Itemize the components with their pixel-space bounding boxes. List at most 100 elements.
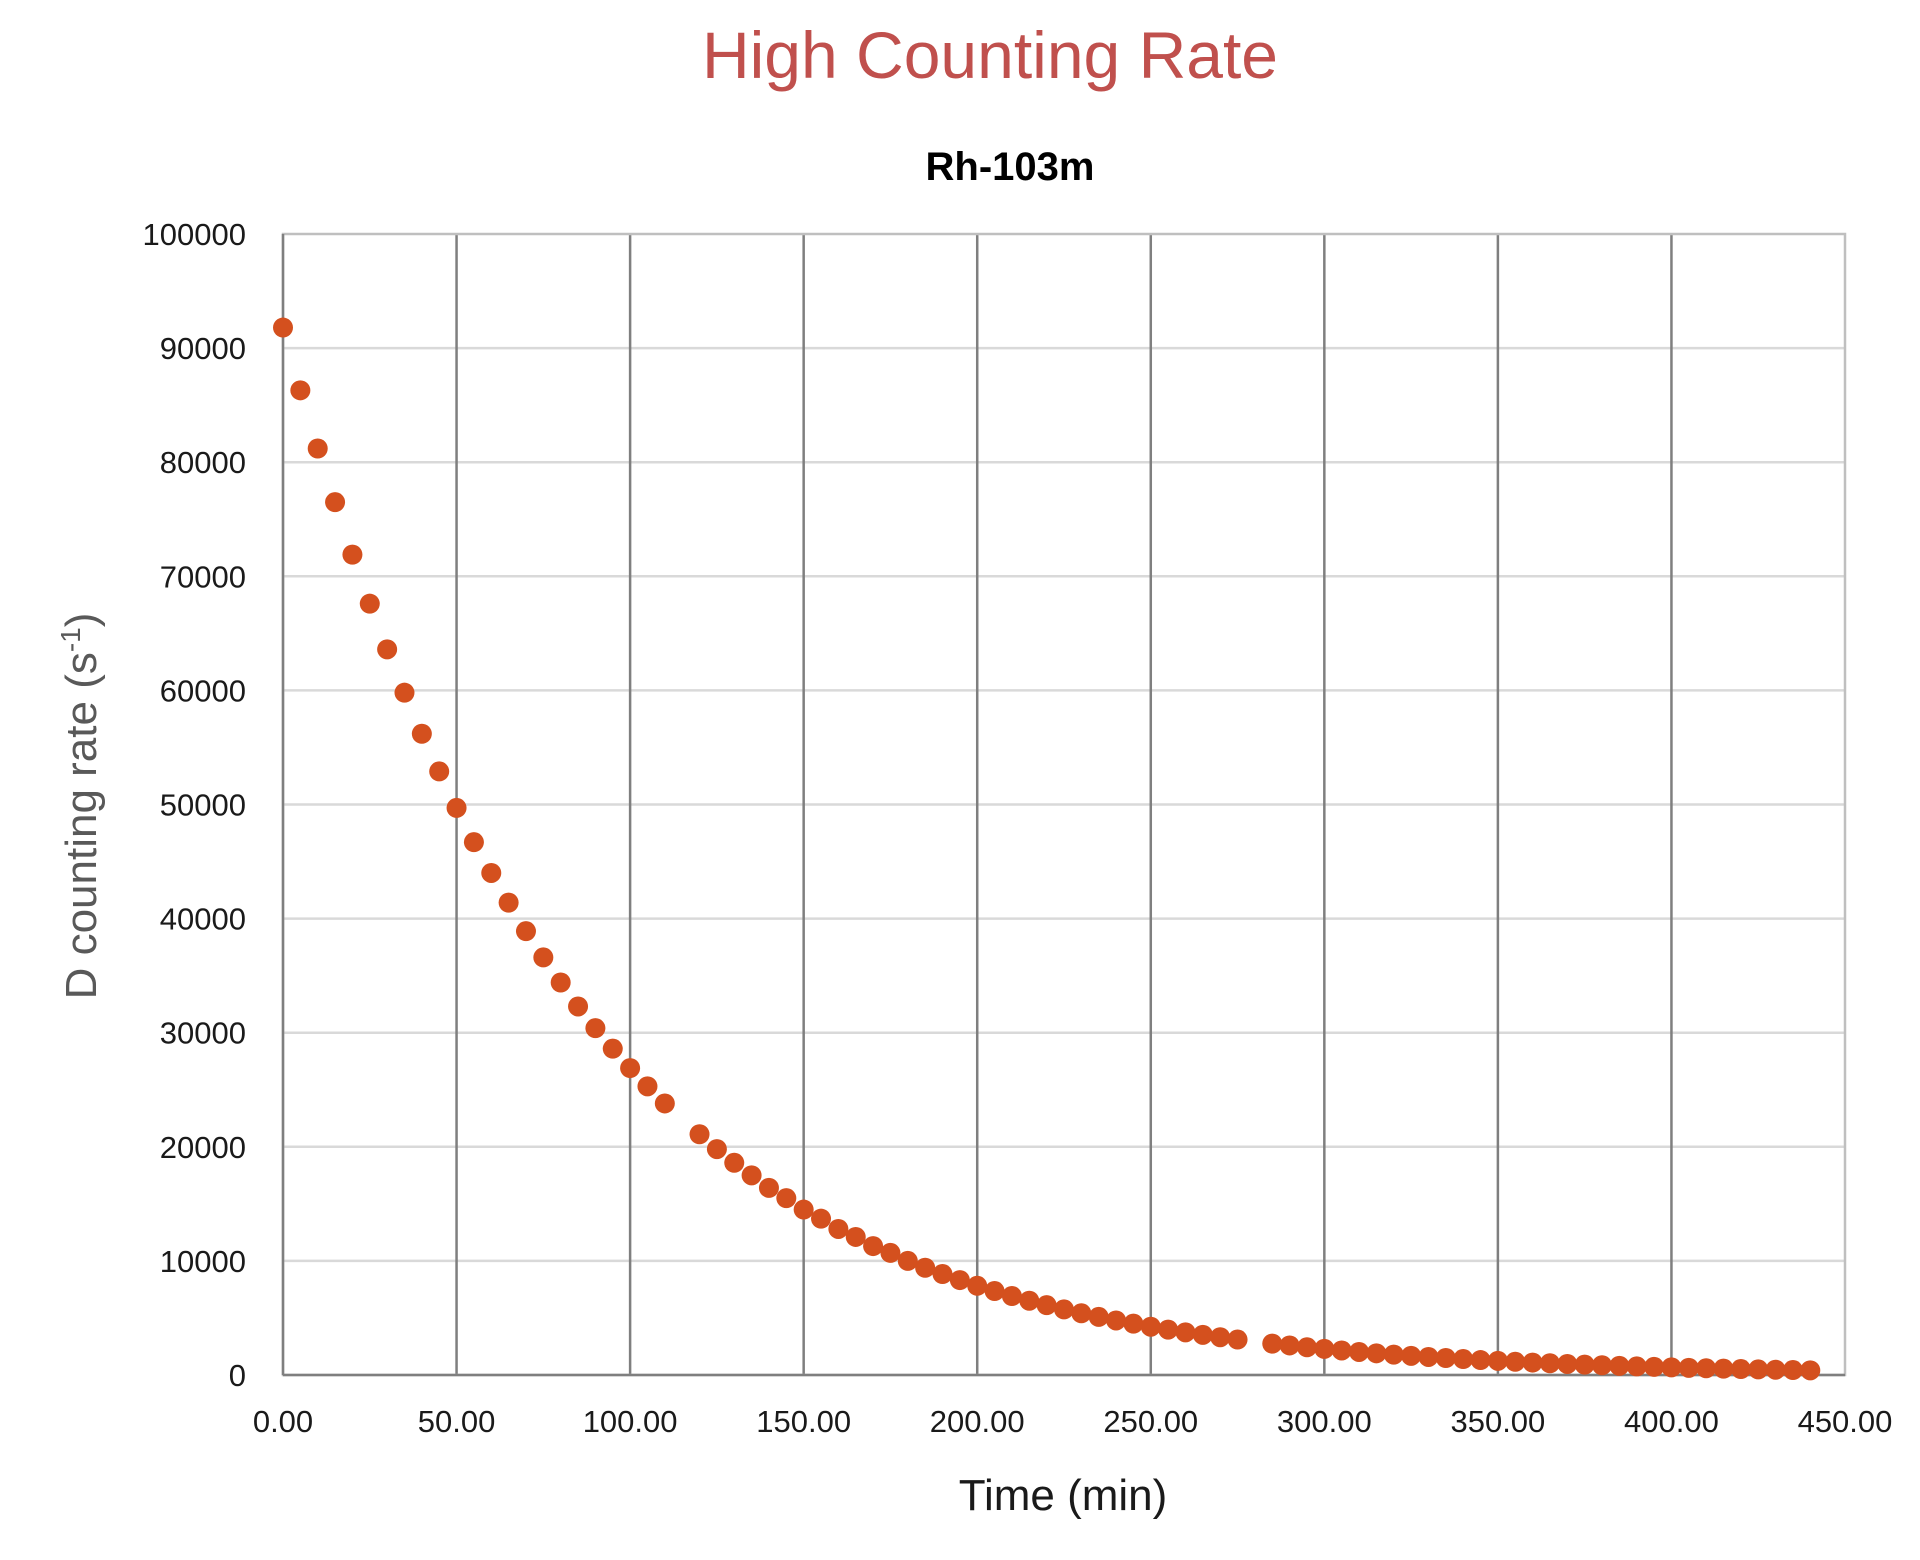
data-point — [1678, 1357, 1699, 1378]
data-point — [1574, 1354, 1595, 1375]
data-point — [1383, 1344, 1404, 1365]
data-point — [1782, 1360, 1803, 1381]
data-point — [568, 996, 589, 1017]
data-point — [533, 947, 554, 968]
data-point — [1644, 1356, 1665, 1377]
data-point — [1366, 1343, 1387, 1364]
data-point — [1800, 1360, 1821, 1381]
data-point — [1435, 1347, 1456, 1368]
chart-title: High Counting Rate — [702, 18, 1278, 92]
data-point — [897, 1250, 918, 1271]
y-tick-label: 0 — [229, 1358, 246, 1393]
data-point — [1349, 1341, 1370, 1362]
data-point — [1227, 1329, 1248, 1350]
data-point — [724, 1152, 745, 1173]
data-point — [1123, 1313, 1144, 1334]
y-tick-label: 40000 — [160, 902, 246, 937]
y-tick-label: 30000 — [160, 1016, 246, 1051]
data-point — [463, 832, 484, 853]
chart-subtitle: Rh-103m — [926, 145, 1095, 189]
y-tick-label: 50000 — [160, 788, 246, 823]
data-point — [1487, 1350, 1508, 1371]
x-tick-label: 300.00 — [1277, 1404, 1372, 1439]
x-tick-label: 200.00 — [930, 1404, 1025, 1439]
data-point — [1505, 1351, 1526, 1372]
data-point — [880, 1242, 901, 1263]
data-point — [967, 1275, 988, 1296]
data-point — [446, 797, 467, 818]
x-tick-label: 350.00 — [1450, 1404, 1545, 1439]
data-point — [776, 1188, 797, 1209]
data-point — [1626, 1356, 1647, 1377]
x-tick-label: 400.00 — [1624, 1404, 1719, 1439]
data-point — [1262, 1333, 1283, 1354]
data-point — [1748, 1359, 1769, 1380]
data-point — [828, 1218, 849, 1239]
data-point — [307, 438, 328, 459]
data-points — [273, 317, 1821, 1381]
y-tick-label: 80000 — [160, 445, 246, 480]
data-point — [1036, 1295, 1057, 1316]
data-point — [602, 1038, 623, 1059]
data-point — [585, 1018, 606, 1039]
data-point — [932, 1264, 953, 1285]
tick-labels: 0 10000 20000 30000 40000 50000 60000 70000 8000… — [143, 217, 1893, 1439]
data-point — [1453, 1349, 1474, 1370]
data-point — [1661, 1357, 1682, 1378]
x-tick-label: 0.00 — [253, 1404, 313, 1439]
data-point — [1210, 1327, 1231, 1348]
data-point — [1019, 1290, 1040, 1311]
data-point — [1054, 1299, 1074, 1320]
data-point — [1001, 1286, 1022, 1307]
data-point — [1696, 1358, 1717, 1379]
data-point — [758, 1177, 779, 1198]
data-point — [863, 1236, 884, 1257]
data-point — [1470, 1350, 1491, 1371]
data-point — [1279, 1335, 1300, 1356]
x-tick-label: 450.00 — [1798, 1404, 1893, 1439]
data-point — [1192, 1324, 1213, 1345]
data-point — [915, 1257, 936, 1278]
data-point — [1331, 1340, 1352, 1361]
data-point — [1296, 1337, 1317, 1358]
grid — [281, 232, 1847, 1377]
data-point — [1071, 1303, 1092, 1324]
data-point — [1418, 1346, 1439, 1367]
data-point — [1106, 1310, 1127, 1331]
data-point — [550, 972, 571, 993]
data-point — [325, 492, 346, 513]
data-point — [637, 1076, 658, 1097]
data-point — [290, 380, 311, 401]
data-point — [845, 1226, 866, 1247]
x-axis-title: Time (min) — [959, 1471, 1168, 1520]
data-point — [1592, 1355, 1613, 1376]
data-point — [498, 892, 519, 913]
data-point — [620, 1058, 641, 1079]
data-point — [1765, 1359, 1786, 1380]
data-point — [359, 593, 380, 614]
x-tick-label: 150.00 — [756, 1404, 851, 1439]
data-point — [1401, 1345, 1422, 1366]
data-point — [984, 1281, 1005, 1302]
y-tick-label: 10000 — [160, 1244, 246, 1279]
data-point — [1522, 1352, 1543, 1373]
data-point — [273, 317, 293, 338]
x-tick-label: 50.00 — [418, 1404, 496, 1439]
x-tick-label: 100.00 — [583, 1404, 678, 1439]
data-point — [1088, 1306, 1109, 1327]
data-point — [811, 1208, 832, 1229]
data-point — [706, 1139, 727, 1160]
y-axis-title: D counting rate (s-1) — [55, 613, 106, 1000]
data-point — [689, 1124, 710, 1145]
data-point — [411, 723, 432, 744]
data-point — [1539, 1353, 1560, 1374]
data-point — [1713, 1358, 1734, 1379]
data-point — [481, 862, 502, 883]
y-tick-label: 100000 — [143, 217, 246, 252]
data-point — [1314, 1338, 1335, 1359]
data-point — [1730, 1359, 1751, 1380]
y-tick-label: 70000 — [160, 559, 246, 594]
y-tick-label: 90000 — [160, 331, 246, 366]
